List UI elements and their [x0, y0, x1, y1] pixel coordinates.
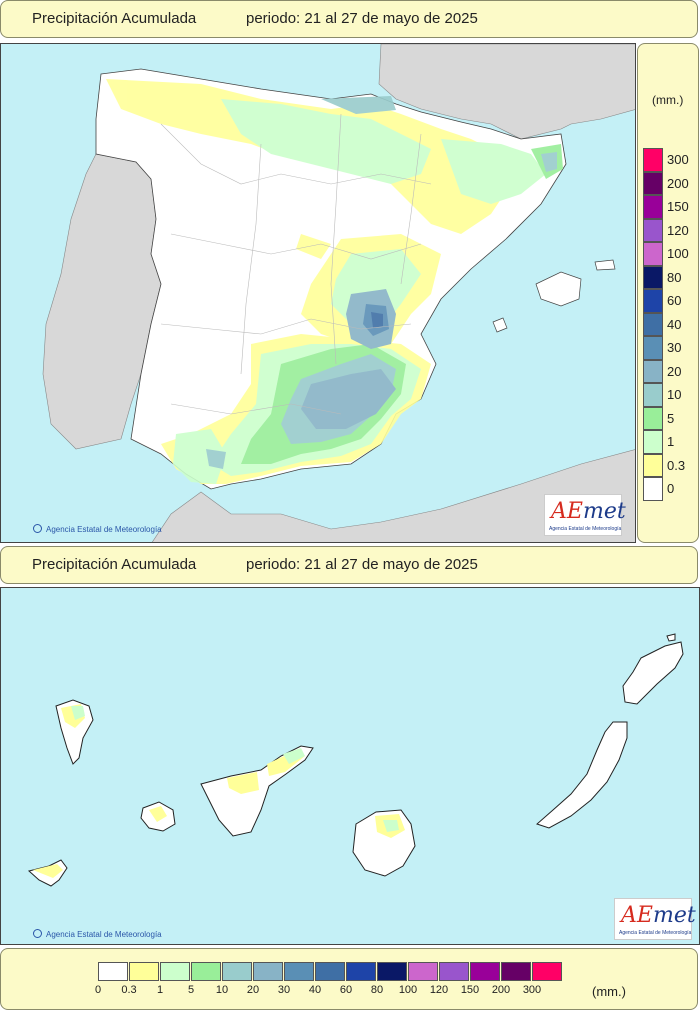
menorca-land	[594, 259, 616, 271]
legend-unit-horizontal: (mm.)	[592, 984, 626, 999]
legend-label: 100	[667, 246, 689, 261]
panel-period-text: periodo: 21 al 27 de mayo de 2025	[246, 10, 478, 27]
panel-title-peninsula: Precipitación Acumulada periodo: 21 al 2…	[0, 0, 698, 38]
legend-swatch	[253, 962, 283, 981]
aemet-logo-canarias: AEmet Agencia Estatal de Meteorología	[614, 898, 696, 940]
legend-label: 80	[667, 269, 682, 285]
legend-swatch	[408, 962, 438, 981]
legend-swatch	[643, 312, 663, 336]
legend-label: 0	[667, 481, 675, 496]
legend-label: 200	[667, 175, 689, 191]
legend-swatch	[643, 453, 663, 477]
legend-swatch	[160, 962, 190, 981]
legend-swatch	[643, 265, 663, 289]
legend-label: 150	[667, 199, 689, 214]
fuerteventura-island	[536, 721, 628, 829]
peninsula-map	[0, 43, 636, 543]
legend-swatch	[643, 289, 663, 313]
legend-label: 40	[308, 984, 322, 996]
aemet-subtitle: Agencia Estatal de Meteorología	[619, 930, 692, 936]
legend-swatch	[98, 962, 128, 981]
peninsula-map-canvas	[42, 44, 635, 542]
panel-period-text: periodo: 21 al 27 de mayo de 2025	[246, 556, 478, 573]
legend-label: 10	[667, 387, 682, 402]
legend-label: 120	[429, 984, 449, 996]
legend-swatch	[377, 962, 407, 981]
ibiza-land	[492, 317, 508, 333]
morocco-land	[151, 449, 635, 542]
legend-swatch	[191, 962, 221, 981]
legend-label: 30	[667, 340, 682, 355]
la-graciosa-island	[666, 633, 676, 642]
legend-swatch	[284, 962, 314, 981]
legend-label: 300	[522, 984, 542, 996]
aemet-logo-peninsula: AEmet Agencia Estatal de Meteorología	[544, 494, 626, 536]
legend-label: 1	[667, 434, 675, 449]
legend-swatch	[643, 406, 663, 430]
legend-label: 300	[667, 152, 689, 167]
legend-swatch	[643, 383, 663, 407]
legend-swatch	[643, 218, 663, 242]
legend-swatch	[643, 359, 663, 383]
legend-label: 100	[398, 984, 418, 996]
legend-label: 80	[370, 984, 384, 996]
legend-swatch	[501, 962, 531, 981]
legend-label: 60	[667, 293, 682, 308]
legend-swatch	[532, 962, 562, 981]
aemet-wordmark: AEmet	[551, 499, 626, 524]
legend-label: 200	[491, 984, 511, 996]
legend-label: 0.3	[667, 457, 686, 473]
legend-label: 40	[667, 316, 682, 332]
legend-swatch	[643, 242, 663, 266]
legend-swatch	[643, 171, 663, 195]
legend-label: 30	[277, 984, 291, 996]
legend-label: 60	[339, 984, 353, 996]
credit-peninsula: Agencia Estatal de Meteorología	[46, 525, 162, 534]
region-boundaries	[160, 113, 432, 415]
legend-swatch	[643, 336, 663, 360]
legend-swatch	[643, 477, 663, 501]
panel-title-text: Precipitación Acumulada	[32, 556, 197, 573]
legend-label: 20	[246, 984, 260, 996]
legend-swatch	[470, 962, 500, 981]
legend-swatch	[222, 962, 252, 981]
legend-swatch	[643, 430, 663, 454]
legend-swatch	[643, 195, 663, 219]
legend-label: 1	[156, 984, 164, 996]
lanzarote-island	[622, 641, 684, 705]
legend-label: 0.3	[121, 984, 137, 996]
mallorca-land	[535, 271, 582, 307]
legend-label: 0	[94, 984, 102, 996]
copyright-icon	[33, 929, 42, 938]
legend-swatch	[439, 962, 469, 981]
legend-swatch	[643, 148, 663, 172]
legend-label: 10	[215, 984, 229, 996]
canarias-map-canvas	[27, 633, 684, 887]
precip-layer	[106, 79, 563, 484]
legend-unit-vertical: (mm.)	[652, 93, 684, 107]
legend-label: 5	[187, 984, 195, 996]
legend-swatch	[346, 962, 376, 981]
panel-title-text: Precipitación Acumulada	[32, 10, 197, 27]
legend-label: 150	[460, 984, 480, 996]
legend-label: 20	[667, 363, 682, 379]
panel-title-canarias: Precipitación Acumulada periodo: 21 al 2…	[0, 546, 698, 584]
legend-label: 120	[667, 222, 689, 238]
aemet-wordmark: AEmet	[621, 903, 696, 928]
credit-canarias: Agencia Estatal de Meteorología	[46, 930, 162, 939]
canarias-map	[0, 587, 700, 945]
legend-swatch	[315, 962, 345, 981]
copyright-icon	[33, 524, 42, 533]
legend-label: 5	[667, 410, 675, 426]
legend-swatch	[129, 962, 159, 981]
aemet-subtitle: Agencia Estatal de Meteorología	[549, 526, 622, 532]
